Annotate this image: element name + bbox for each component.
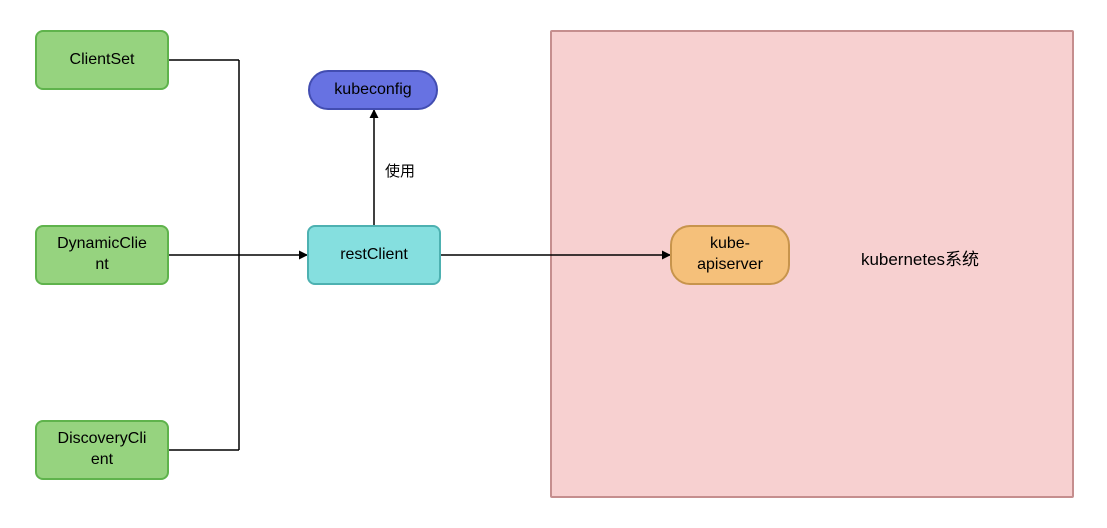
label-use: 使用 <box>385 160 415 181</box>
node-discoveryclient: DiscoveryCli ent <box>35 420 169 480</box>
node-restclient: restClient <box>307 225 441 285</box>
diagram-canvas: kubernetes系统 ClientSet DynamicClie nt Di… <box>0 0 1107 528</box>
node-kubeconfig: kubeconfig <box>308 70 438 110</box>
node-clientset-label: ClientSet <box>70 50 135 71</box>
node-k8s-container <box>550 30 1074 498</box>
node-restclient-label: restClient <box>340 245 408 266</box>
node-kubeconfig-label: kubeconfig <box>334 80 411 101</box>
node-dynamicclient-label: DynamicClie nt <box>57 234 147 276</box>
node-discoveryclient-label: DiscoveryCli ent <box>58 429 147 471</box>
node-clientset: ClientSet <box>35 30 169 90</box>
label-k8s-system: kubernetes系统 <box>850 245 990 270</box>
node-dynamicclient: DynamicClie nt <box>35 225 169 285</box>
node-kubeapiserver: kube- apiserver <box>670 225 790 285</box>
node-kubeapiserver-label: kube- apiserver <box>697 234 763 276</box>
